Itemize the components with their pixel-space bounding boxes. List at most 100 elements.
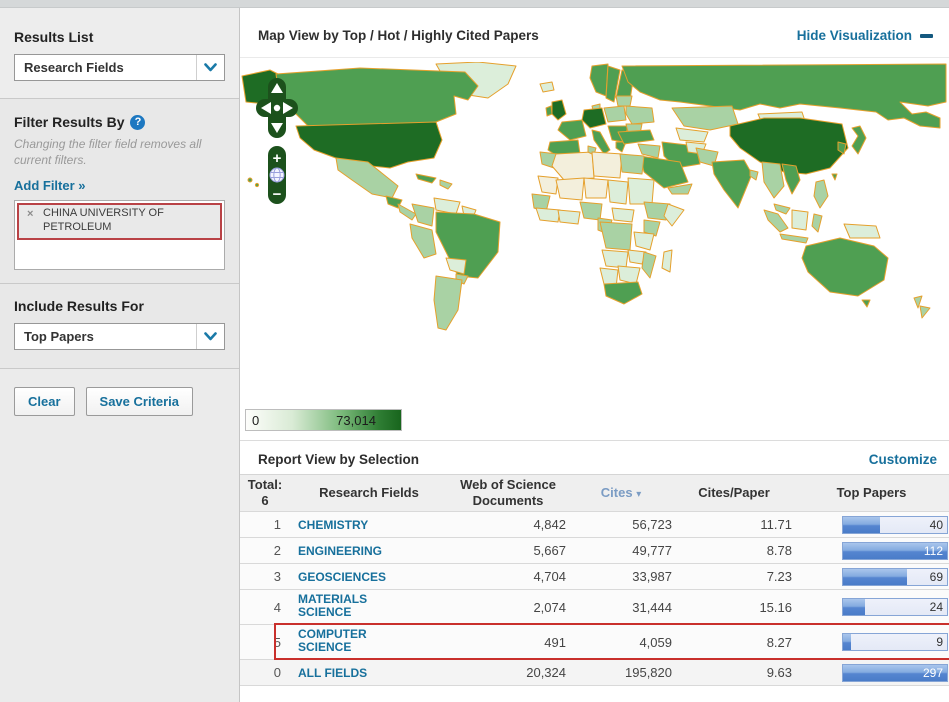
table-header-row: Total: 6 Research Fields Web of Science … xyxy=(240,474,949,512)
country-ghana xyxy=(557,209,581,225)
clear-button[interactable]: Clear xyxy=(14,387,75,417)
table-row: 2 ENGINEERING 5,667 49,777 8.78 112 xyxy=(240,538,949,564)
island xyxy=(247,177,253,183)
top-papers-bar: 297 xyxy=(842,663,948,682)
top-papers-bar: 69 xyxy=(842,567,948,586)
field-link[interactable]: GEOSCIENCES xyxy=(298,569,387,584)
wos-line1: Web of Science xyxy=(460,477,556,493)
save-criteria-button[interactable]: Save Criteria xyxy=(85,387,194,417)
row-rank: 3 xyxy=(273,569,281,584)
country-ethiopia xyxy=(643,201,671,221)
country-tasmania xyxy=(861,299,871,308)
pan-right-button[interactable] xyxy=(283,102,293,114)
field-link[interactable]: ALL FIELDS xyxy=(298,665,368,680)
map-legend: 0 73,014 xyxy=(240,399,949,441)
include-results-dropdown[interactable]: Top Papers xyxy=(14,323,225,351)
col-total: Total: 6 xyxy=(240,477,290,508)
field-link[interactable]: CHEMISTRY xyxy=(298,517,369,532)
zoom-control[interactable]: + − xyxy=(268,146,286,204)
top-strip xyxy=(0,0,949,8)
country-uk xyxy=(551,99,567,121)
country-borneo xyxy=(791,209,809,231)
cites-value: 4,059 xyxy=(639,634,672,650)
country-sudan xyxy=(627,177,655,205)
field-link[interactable]: MATERIALS SCIENCE xyxy=(298,591,368,620)
country-sulawesi xyxy=(811,213,823,233)
results-list-dropdown[interactable]: Research Fields xyxy=(14,54,225,81)
col-cites[interactable]: Cites ▾ xyxy=(568,485,674,501)
field-link[interactable]: ENGINEERING xyxy=(298,543,383,558)
country-brazil xyxy=(435,211,501,279)
country-panama xyxy=(397,203,417,221)
country-egypt xyxy=(619,153,645,175)
pan-center[interactable] xyxy=(273,104,281,112)
field-link[interactable]: COMPUTER SCIENCE xyxy=(298,626,367,655)
country-drc xyxy=(599,221,633,251)
cpp-value: 7.23 xyxy=(766,569,792,584)
results-list-label: Results List xyxy=(14,29,94,45)
bar-fill xyxy=(843,568,908,585)
col-top-papers[interactable]: Top Papers xyxy=(836,485,907,501)
row-rank: 0 xyxy=(273,665,281,680)
country-colombia xyxy=(411,203,435,227)
row-rank: 4 xyxy=(273,599,281,615)
country-russia xyxy=(621,63,947,129)
world-map[interactable]: + − xyxy=(240,62,949,395)
wos-line2: Documents xyxy=(472,493,544,508)
country-mexico xyxy=(335,157,399,199)
map-view-title: Map View by Top / Hot / Highly Cited Pap… xyxy=(258,28,539,43)
col-research-fields[interactable]: Research Fields xyxy=(319,485,419,501)
cpp-value: 11.71 xyxy=(760,517,792,532)
filter-chip: × CHINA UNIVERSITY OF PETROLEUM xyxy=(17,203,222,240)
country-guinea xyxy=(535,207,561,223)
country-car xyxy=(611,207,635,223)
docs-value: 5,667 xyxy=(533,543,566,558)
country-turkey xyxy=(617,129,655,145)
pan-down-button[interactable] xyxy=(271,123,283,133)
table-row: 3 GEOSCIENCES 4,704 33,987 7.23 69 xyxy=(240,564,949,590)
sort-desc-icon: ▾ xyxy=(636,489,642,500)
col-cites-per-paper[interactable]: Cites/Paper xyxy=(698,485,770,501)
country-mauritania xyxy=(537,175,559,195)
country-sweden xyxy=(605,65,621,103)
country-kazakhstan xyxy=(671,105,739,131)
remove-filter-icon[interactable]: × xyxy=(27,208,34,221)
legend-max-label: 73,014 xyxy=(336,413,376,428)
add-filter-link[interactable]: Add Filter » xyxy=(14,178,86,194)
docs-value: 491 xyxy=(544,634,566,650)
collapse-icon xyxy=(920,33,933,38)
customize-link[interactable]: Customize xyxy=(868,452,937,467)
pan-control[interactable] xyxy=(256,78,298,138)
filter-note: Changing the filter field removes all cu… xyxy=(14,137,202,167)
country-peru xyxy=(409,223,437,259)
country-mozambique xyxy=(641,251,657,279)
zoom-in-button[interactable]: + xyxy=(273,150,282,167)
row-rank: 1 xyxy=(273,517,281,532)
country-bolivia xyxy=(445,257,467,275)
country-botswana xyxy=(617,265,641,285)
chevron-down-icon xyxy=(196,324,224,350)
filter-chip-label: CHINA UNIVERSITY OF PETROLEUM xyxy=(43,207,164,233)
country-australia xyxy=(801,237,889,297)
main-panel: Map View by Top / Hot / Highly Cited Pap… xyxy=(240,8,949,702)
country-cuba xyxy=(415,173,437,184)
country-canada xyxy=(275,67,479,129)
hide-visualization-link[interactable]: Hide Visualization xyxy=(797,28,933,43)
pan-up-button[interactable] xyxy=(271,83,283,93)
globe-icon[interactable] xyxy=(269,167,285,183)
country-angola xyxy=(601,249,629,269)
country-yemen-oman xyxy=(667,183,693,195)
zoom-out-button[interactable]: − xyxy=(273,186,282,203)
country-algeria xyxy=(551,151,595,181)
pan-left-button[interactable] xyxy=(261,102,271,114)
country-usa xyxy=(295,121,443,169)
col-wos-documents[interactable]: Web of Science Documents xyxy=(448,477,568,508)
docs-value: 4,704 xyxy=(533,569,566,584)
top-papers-bar: 9 xyxy=(842,633,948,651)
help-icon[interactable]: ? xyxy=(130,114,146,130)
top-papers-bar: 112 xyxy=(842,541,948,560)
top-papers-value: 297 xyxy=(922,665,943,680)
cites-value: 33,987 xyxy=(632,569,672,584)
country-new-guinea xyxy=(843,223,881,239)
country-france xyxy=(557,119,587,141)
